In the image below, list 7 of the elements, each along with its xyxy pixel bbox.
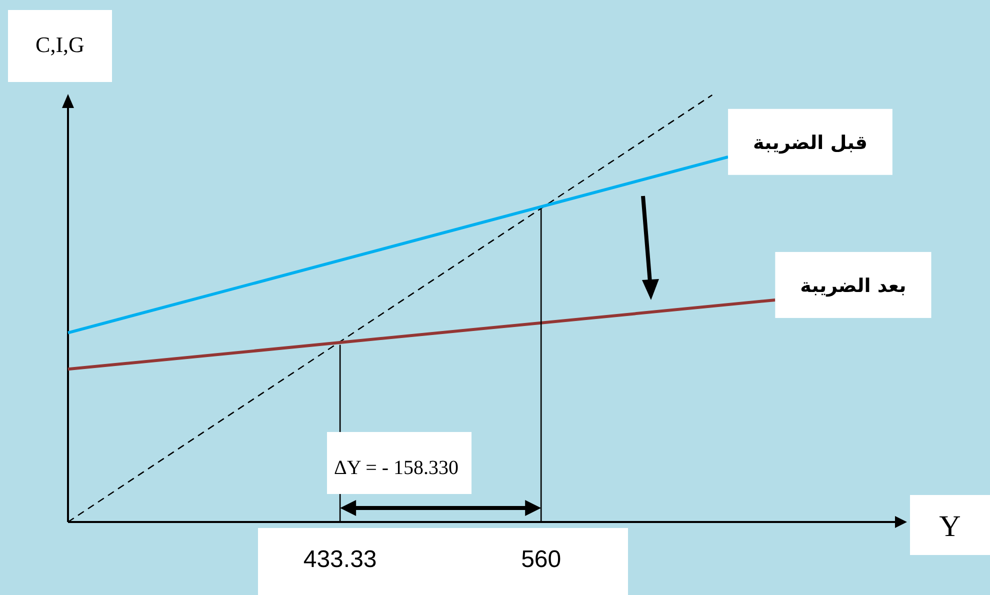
series-label: بعد الضريبة: [800, 274, 906, 297]
x-axis-title: Y: [939, 510, 961, 543]
x-tick-label: 560: [521, 546, 562, 573]
annotation: ΔY = - 158.330: [334, 457, 459, 479]
series-label: قبل الضريبة: [753, 132, 868, 154]
y-axis-title: C,I,G: [36, 32, 85, 57]
x-tick-label: 433.33: [303, 546, 377, 573]
